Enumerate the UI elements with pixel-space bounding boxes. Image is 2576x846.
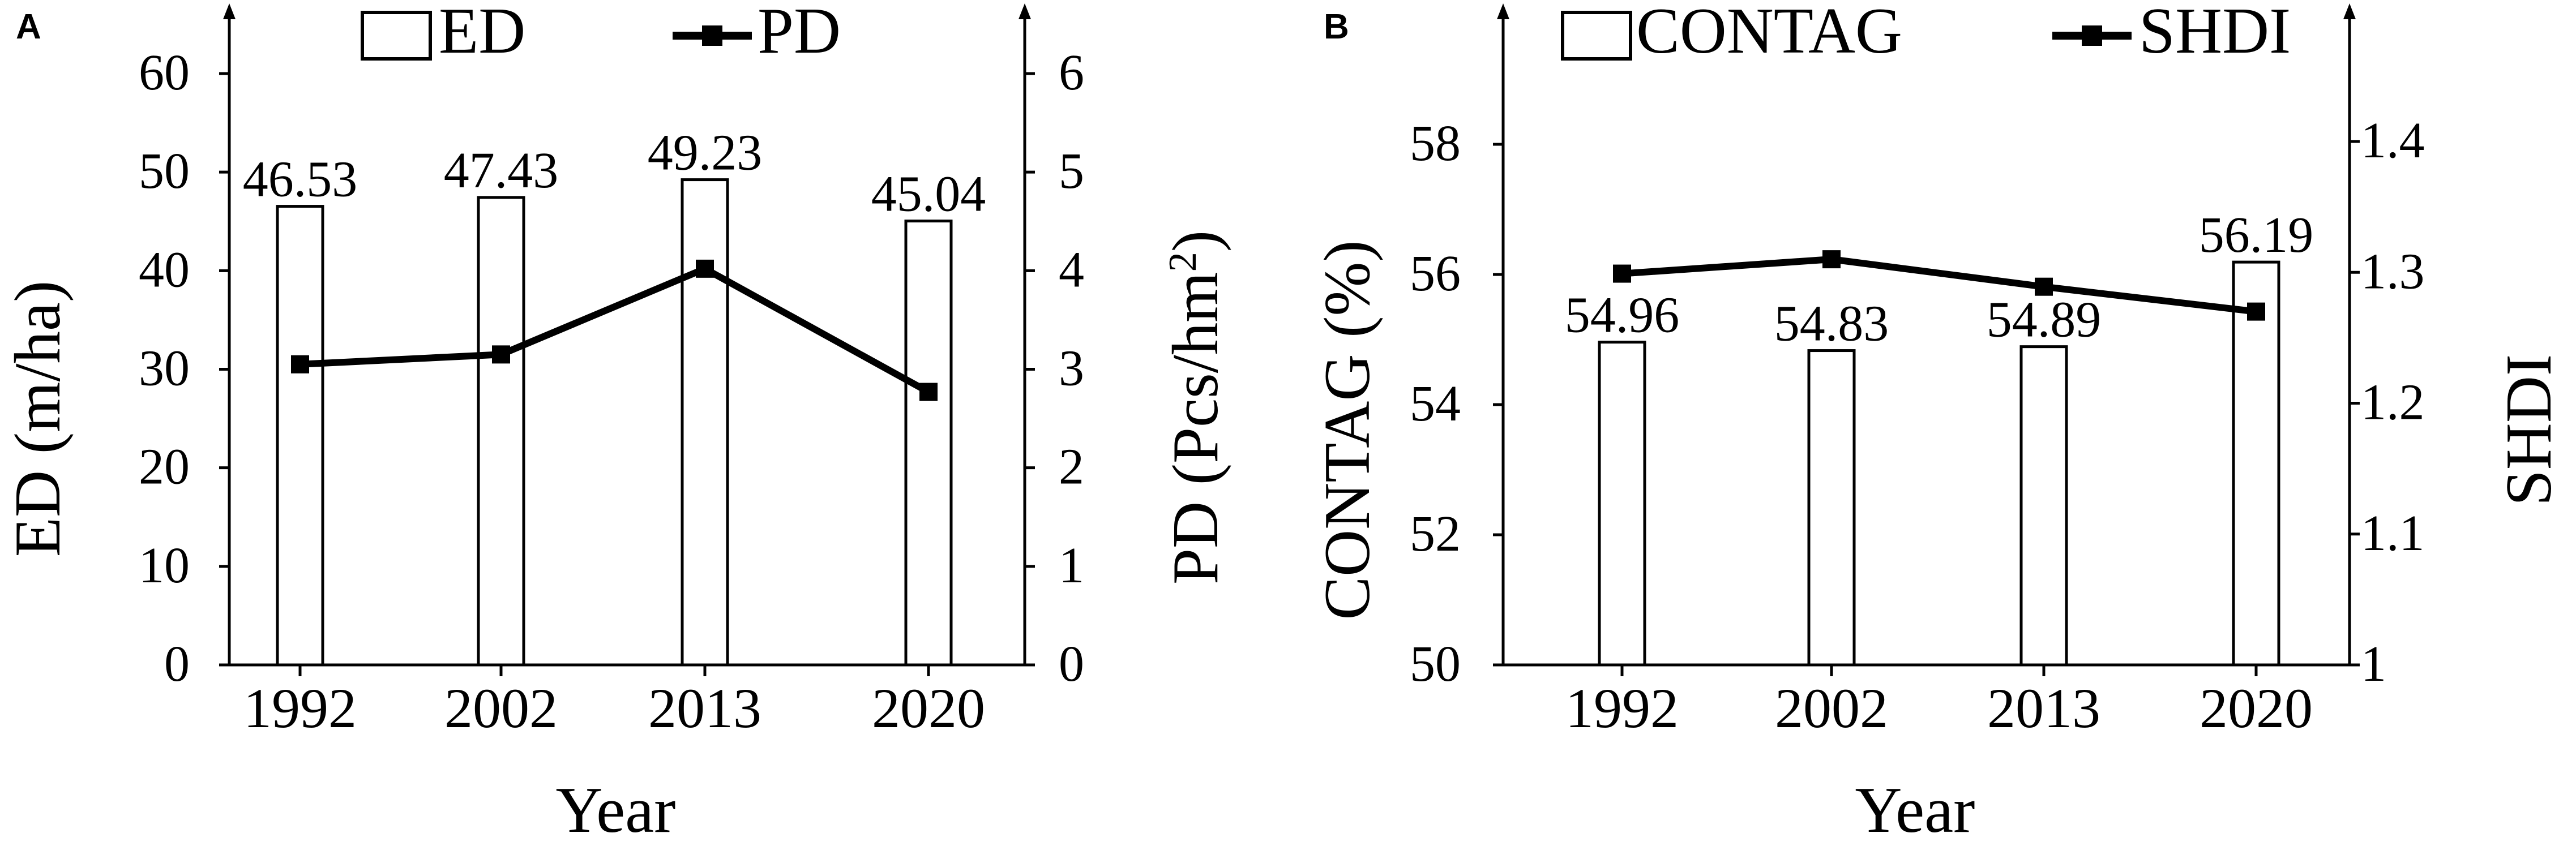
- left-tick-label: 58: [1410, 115, 1461, 171]
- left-tick-label: 0: [164, 636, 190, 692]
- legend-bar-swatch: [361, 11, 432, 61]
- line-point: [1822, 250, 1841, 269]
- bar-value-label: 45.04: [871, 166, 986, 222]
- right-tick-label: 1.2: [2361, 375, 2425, 431]
- y-axis-title: CONTAG (%): [1311, 240, 1383, 620]
- left-tick-label: 40: [139, 242, 190, 298]
- right-tick-label: 3: [1059, 341, 1084, 397]
- bar: [1807, 349, 1856, 667]
- panel-label: A: [16, 7, 41, 46]
- left-tick-label: 52: [1410, 506, 1461, 562]
- bar: [1598, 341, 1646, 667]
- x-tick-label: 2013: [1987, 677, 2100, 740]
- right-tick-label: 0: [1059, 636, 1084, 692]
- y2-axis-title-superscript: 2: [1161, 252, 1205, 272]
- bar: [2019, 345, 2068, 667]
- x-tick-label: 2002: [444, 677, 558, 740]
- left-tick-label: 50: [139, 143, 190, 199]
- legend-line-marker: [702, 25, 722, 46]
- left-tick-label: 54: [1410, 376, 1461, 432]
- right-axis-arrow: [1019, 3, 1031, 19]
- bar: [2232, 260, 2280, 667]
- line-point: [2035, 277, 2053, 296]
- line-point: [492, 345, 510, 364]
- right-tick-label: 6: [1059, 45, 1084, 101]
- x-tick-label: 2013: [648, 677, 761, 740]
- right-tick-label: 1.1: [2361, 505, 2425, 561]
- x-tick-label: 1992: [243, 677, 357, 740]
- line-point: [1613, 264, 1631, 283]
- right-tick-label: 5: [1059, 143, 1084, 199]
- chart-panel-a: 0 10 20 30 40 50 60 0 1 2 3 4 5 6 1992 2002 2013 2020 Year…: [2, 0, 1231, 846]
- line-point: [696, 259, 714, 278]
- left-axis-arrow: [223, 3, 236, 19]
- legend-bar-label: ED: [439, 0, 525, 67]
- line-series: [1621, 256, 2257, 315]
- line-point: [2247, 302, 2265, 321]
- left-tick-label: 20: [139, 439, 190, 495]
- bar: [904, 220, 953, 667]
- line-point: [291, 355, 309, 373]
- chart-panel-b: 50 52 54 56 58 1 1.1 1.2 1.3 1.4 1992 2002 2013 2020 Y…: [1311, 0, 2565, 846]
- line-series: [299, 265, 930, 395]
- right-tick-label: 1: [2361, 636, 2386, 692]
- x-axis-title: Year: [1855, 774, 1975, 846]
- legend-line-label: PD: [758, 0, 841, 67]
- left-tick-label: 30: [139, 341, 190, 397]
- x-tick-label: 2020: [2200, 677, 2313, 740]
- bar: [477, 196, 525, 667]
- left-tick-label: 10: [139, 538, 190, 594]
- right-tick-label: 1.3: [2361, 243, 2425, 299]
- x-axis-title: Year: [556, 774, 676, 846]
- line-point: [919, 383, 938, 401]
- y2-axis-title-close: ): [1159, 230, 1231, 252]
- bar-value-label: 56.19: [2199, 207, 2314, 263]
- legend-line-marker: [2082, 25, 2102, 46]
- bar-value-label: 54.96: [1565, 287, 1680, 343]
- right-tick-label: 4: [1059, 242, 1084, 298]
- bar-value-label: 54.83: [1774, 296, 1889, 352]
- bar-value-label: 47.43: [444, 143, 559, 199]
- x-tick-label: 2020: [872, 677, 985, 740]
- legend-line-label: SHDI: [2139, 0, 2291, 67]
- bar: [276, 205, 324, 667]
- x-tick-label: 1992: [1565, 677, 1679, 740]
- y-axis-title: ED (m/ha): [2, 281, 74, 557]
- left-tick-label: 56: [1410, 246, 1461, 302]
- left-tick-label: 60: [139, 45, 190, 101]
- panel-label: B: [1324, 7, 1349, 46]
- right-tick-label: 1.4: [2361, 113, 2425, 169]
- left-axis-arrow: [1497, 3, 1509, 19]
- bar: [681, 178, 729, 667]
- bar-value-label: 46.53: [243, 152, 358, 208]
- legend-bar-label: CONTAG: [1636, 0, 1902, 67]
- bar-value-label: 49.23: [648, 125, 763, 181]
- bar-value-label: 54.89: [1987, 292, 2102, 348]
- right-tick-label: 1: [1059, 538, 1084, 594]
- right-tick-label: 2: [1059, 439, 1084, 495]
- legend-bar-swatch: [1561, 11, 1632, 61]
- left-tick-label: 50: [1410, 636, 1461, 692]
- x-tick-label: 2002: [1775, 677, 1888, 740]
- right-axis-arrow: [2343, 3, 2356, 19]
- y2-axis-title: SHDI: [2493, 354, 2565, 506]
- y2-axis-title: PD (Pcs/hm2): [1159, 230, 1231, 585]
